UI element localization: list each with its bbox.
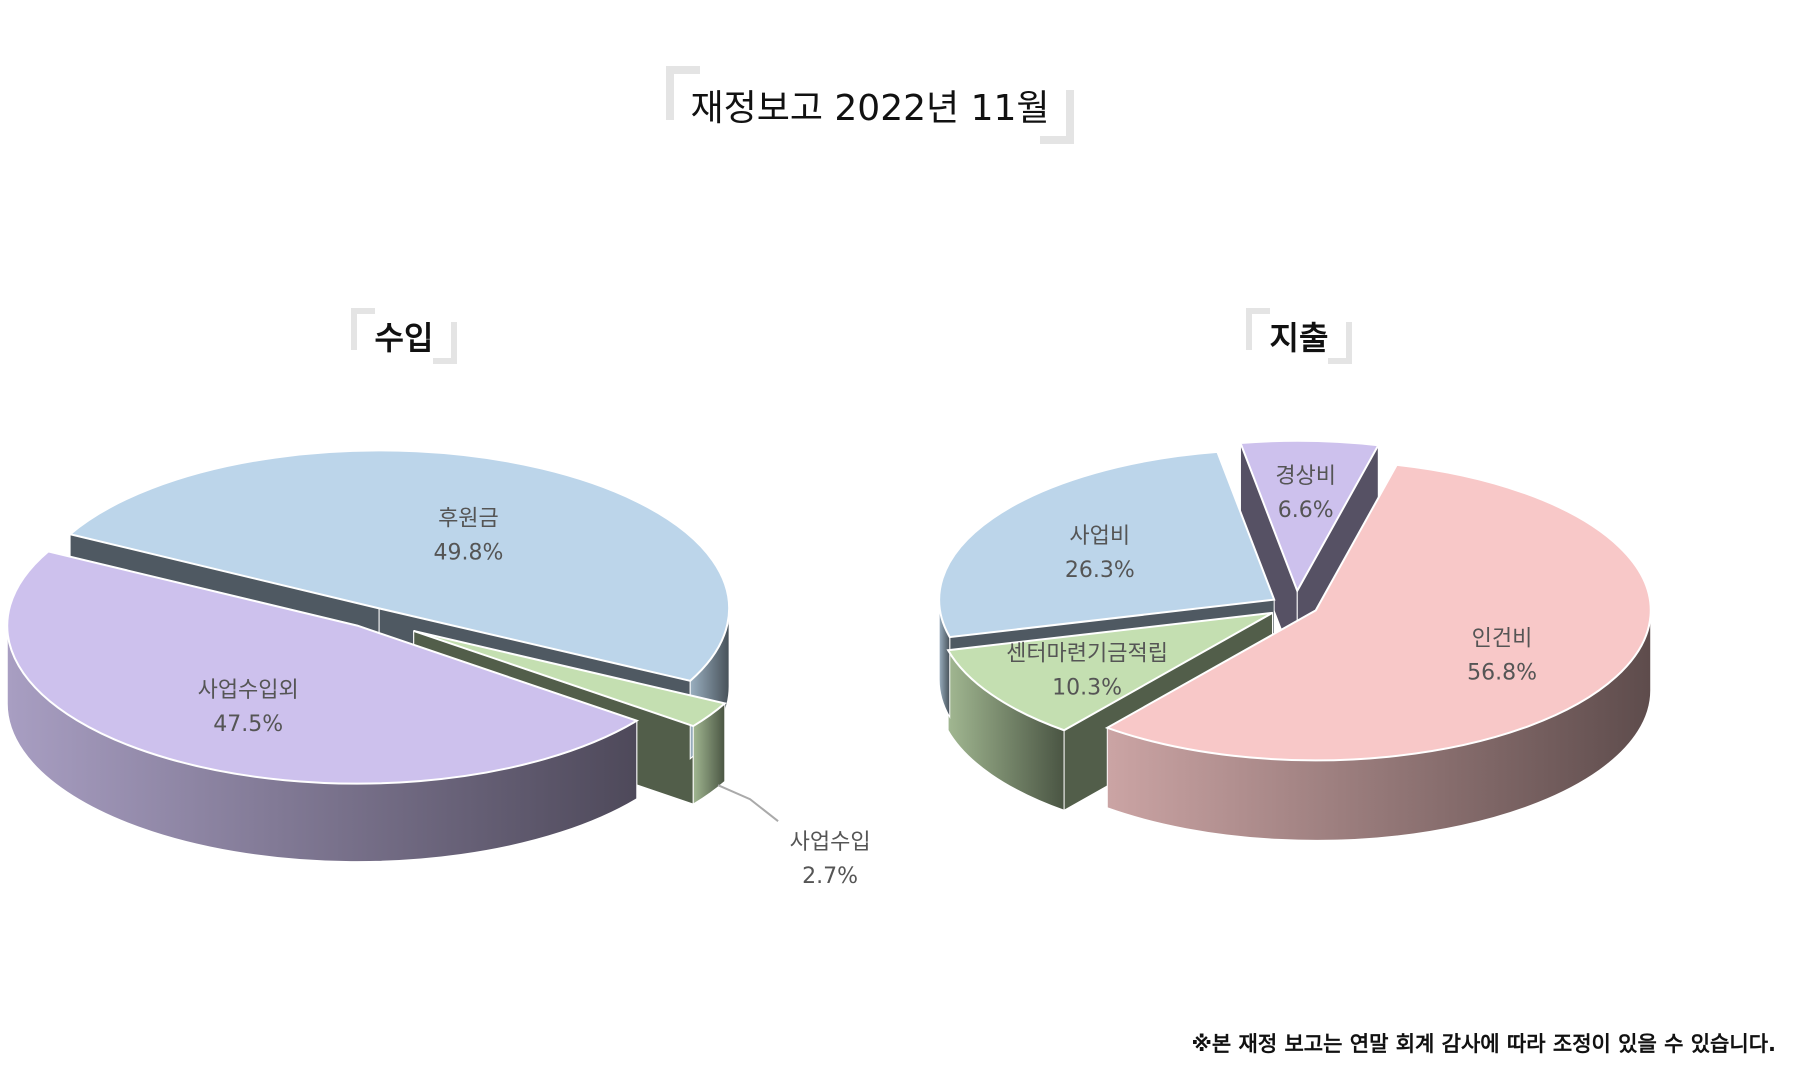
income-chart-title: 수입 [351, 308, 457, 364]
slice-value-label: 56.8% [1467, 660, 1537, 685]
income-pie: 후원금 49.8% 사업수입 2.7% 사업수입외 47.5% [6, 449, 871, 889]
expense-chart-title: 지출 [1246, 308, 1352, 364]
footnote: ※본 재정 보고는 연말 회계 감사에 따라 조정이 있을 수 있습니다. [1191, 1032, 1776, 1056]
slice-value-label: 49.8% [433, 540, 503, 565]
title-bracket-left [666, 66, 700, 120]
slice-label: 센터마련기금적립 [1006, 642, 1168, 667]
pie-slice-1 [946, 611, 1274, 732]
pie-labels: 인건비 56.8% 센터마련기금적립 10.3% 사업비 26.3% 경상비 6.6% [1006, 464, 1537, 701]
slice-label: 사업수입 [790, 830, 871, 855]
slice-value-label: 47.5% [213, 712, 283, 737]
pie-slice-0 [67, 449, 731, 682]
slice-value-label: 10.3% [1052, 676, 1122, 701]
slice-value-label: 2.7% [802, 864, 858, 889]
pie-tops [6, 449, 731, 785]
page-title-text: 재정보고 2022년 11월 [690, 88, 1050, 129]
page-title: 재정보고 2022년 11월 [666, 66, 1074, 144]
slice-label: 경상비 [1275, 464, 1336, 489]
expense-pie: 인건비 56.8% 센터마련기금적립 10.3% 사업비 26.3% 경상비 6.6% [938, 439, 1652, 841]
title-bracket-right [1040, 90, 1074, 144]
pie-slice-3 [1239, 439, 1380, 594]
pie-slice-2 [938, 450, 1276, 639]
pie-tops [938, 439, 1652, 762]
income-chart-title-text: 수입 [374, 319, 434, 357]
pie-labels: 후원금 49.8% 사업수입 2.7% 사업수입외 47.5% [198, 506, 871, 889]
slice-value-label: 26.3% [1065, 558, 1135, 583]
pie-slice-0 [1104, 463, 1652, 762]
slice-label: 인건비 [1472, 626, 1533, 651]
slice-label: 사업비 [1069, 524, 1130, 549]
pie-slice-1 [413, 629, 727, 728]
pie-slice-2 [6, 550, 640, 785]
slice-label: 사업수입외 [198, 678, 299, 703]
slice-value-label: 6.6% [1278, 498, 1334, 523]
slice-label: 후원금 [438, 506, 499, 531]
expense-chart-title-text: 지출 [1269, 319, 1329, 357]
leader-line [717, 784, 779, 823]
